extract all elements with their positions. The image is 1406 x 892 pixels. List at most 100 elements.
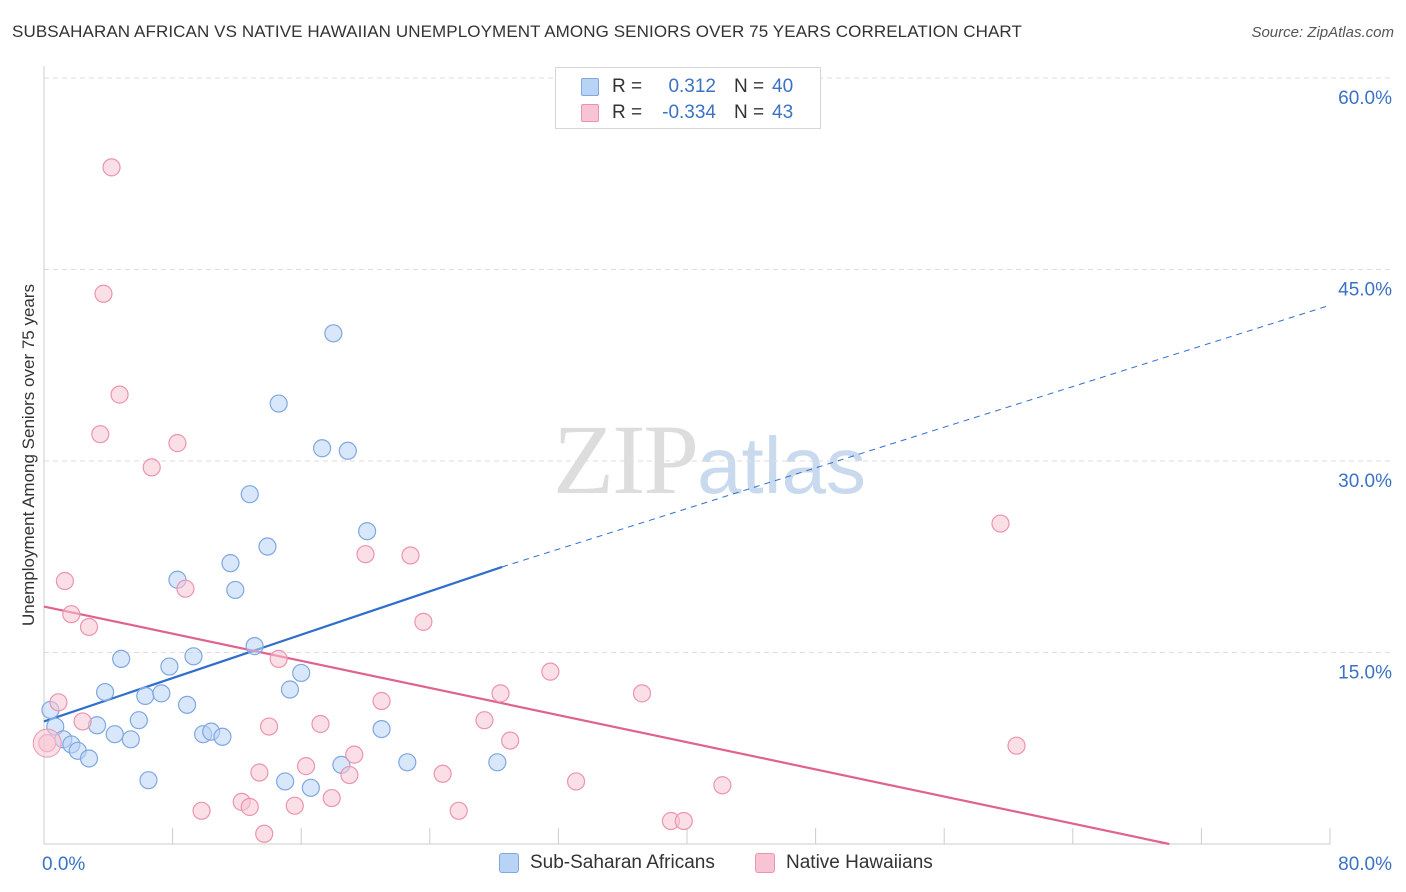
- point-hawaiian-35: [541, 662, 560, 681]
- axes: [43, 66, 1331, 845]
- point-subsaharan-5: [79, 749, 99, 768]
- point-hawaiian-33: [491, 684, 510, 703]
- point-hawaiian-9: [110, 385, 129, 404]
- point-hawaiian-42: [1007, 736, 1026, 755]
- r-label: R =: [612, 102, 643, 123]
- legend-label: Native Hawaiians: [786, 852, 933, 873]
- chart-title: SUBSAHARAN AFRICAN VS NATIVE HAWAIIAN UN…: [12, 22, 1022, 41]
- y-tick-label: 30.0%: [1338, 471, 1392, 492]
- point-subsaharan-38: [398, 753, 417, 772]
- point-hawaiian-11: [168, 434, 187, 453]
- x-tick-label: 80.0%: [1338, 854, 1392, 875]
- y-tick-label: 60.0%: [1338, 88, 1392, 109]
- point-subsaharan-26: [245, 637, 264, 656]
- point-subsaharan-39: [488, 753, 507, 772]
- point-hawaiian-3: [62, 605, 81, 624]
- point-subsaharan-8: [105, 725, 124, 744]
- trend-lines: [43, 304, 1331, 846]
- point-subsaharan-10: [121, 730, 140, 749]
- point-subsaharan-14: [152, 684, 171, 703]
- point-hawaiian-28: [401, 546, 420, 565]
- point-hawaiian-32: [475, 711, 494, 730]
- point-hawaiian-24: [340, 765, 359, 785]
- legend-row-subsaharan: R = 0.312 N = 40: [556, 76, 820, 100]
- y-tick-label: 45.0%: [1338, 280, 1392, 301]
- point-hawaiian-8: [102, 158, 121, 177]
- axis-labels: 15.0% 30.0% 45.0% 60.0% 0.0% 80.0% Unemploymen…: [19, 88, 1392, 875]
- point-hawaiian-7: [94, 284, 113, 303]
- blue-swatch: [581, 78, 599, 96]
- point-hawaiian-19: [269, 649, 288, 668]
- point-hawaiian-40: [713, 776, 732, 795]
- point-hawaiian-15: [240, 797, 259, 817]
- point-subsaharan-9: [112, 649, 131, 668]
- point-subsaharan-29: [280, 680, 300, 699]
- r-value: 0.312: [668, 76, 716, 97]
- point-hawaiian-41: [991, 514, 1010, 533]
- pink-swatch: [581, 104, 599, 122]
- point-subsaharan-17: [177, 695, 197, 714]
- trend-line-subsaharan: [43, 565, 503, 723]
- point-hawaiian-30: [433, 764, 452, 783]
- y-axis-title: Unemployment Among Seniors over 75 years: [19, 284, 38, 626]
- data-points: [32, 158, 1026, 843]
- point-hawaiian-2: [55, 571, 74, 591]
- correlation-legend: R = 0.312 N = 40 R = -0.334 N = 43: [555, 67, 821, 129]
- legend-label: Sub-Saharan Africans: [530, 852, 715, 873]
- n-label: N =: [734, 76, 765, 97]
- point-hawaiian-4: [73, 712, 92, 731]
- point-hawaiian-27: [372, 691, 391, 711]
- grid-lines: [44, 77, 1392, 653]
- point-subsaharan-13: [139, 771, 158, 790]
- point-subsaharan-35: [338, 441, 357, 460]
- point-hawaiian-29: [414, 612, 433, 631]
- point-cluster-origin: [32, 728, 62, 758]
- r-label: R =: [612, 76, 643, 97]
- point-subsaharan-11: [129, 711, 148, 730]
- point-subsaharan-31: [301, 778, 320, 797]
- point-hawaiian-18: [259, 717, 279, 736]
- pink-swatch: [755, 853, 775, 873]
- series-legend: Sub-Saharan Africans Native Hawaiians: [0, 850, 1406, 878]
- point-subsaharan-22: [221, 554, 240, 573]
- point-hawaiian-5: [79, 617, 99, 637]
- point-subsaharan-27: [269, 394, 288, 413]
- point-subsaharan-18: [184, 647, 203, 666]
- n-value: 43: [772, 102, 794, 123]
- point-hawaiian-23: [322, 788, 341, 808]
- point-subsaharan-23: [226, 580, 245, 600]
- point-subsaharan-32: [312, 439, 332, 458]
- point-hawaiian-26: [356, 545, 375, 564]
- point-hawaiian-22: [311, 714, 330, 734]
- point-hawaiian-12: [176, 579, 195, 598]
- trend-line-hawaiian: [43, 605, 1170, 846]
- point-subsaharan-36: [358, 522, 377, 541]
- point-hawaiian-16: [250, 763, 269, 782]
- trend-line-subsaharan-projection: [501, 304, 1331, 568]
- point-hawaiian-13: [192, 801, 211, 820]
- n-value: 40: [772, 76, 794, 97]
- point-hawaiian-37: [632, 684, 652, 703]
- point-subsaharan-33: [324, 324, 343, 343]
- blue-swatch: [499, 853, 519, 873]
- point-hawaiian-39: [674, 811, 693, 831]
- point-subsaharan-7: [95, 682, 115, 702]
- point-subsaharan-25: [258, 537, 277, 556]
- y-tick-label: 15.0%: [1338, 663, 1392, 684]
- point-hawaiian-1: [49, 693, 68, 712]
- r-value: -0.334: [662, 102, 716, 123]
- point-subsaharan-15: [160, 657, 179, 676]
- point-subsaharan-21: [213, 727, 232, 746]
- point-hawaiian-34: [501, 731, 520, 750]
- point-subsaharan-30: [292, 663, 311, 683]
- point-subsaharan-28: [276, 772, 295, 791]
- n-label: N =: [734, 102, 765, 123]
- point-hawaiian-31: [449, 801, 468, 820]
- point-subsaharan-12: [136, 686, 155, 706]
- point-hawaiian-36: [566, 772, 586, 791]
- source-label: Source: ZipAtlas.com: [1251, 24, 1394, 41]
- point-hawaiian-17: [255, 824, 274, 843]
- point-subsaharan-24: [240, 485, 259, 504]
- point-hawaiian-21: [296, 757, 316, 776]
